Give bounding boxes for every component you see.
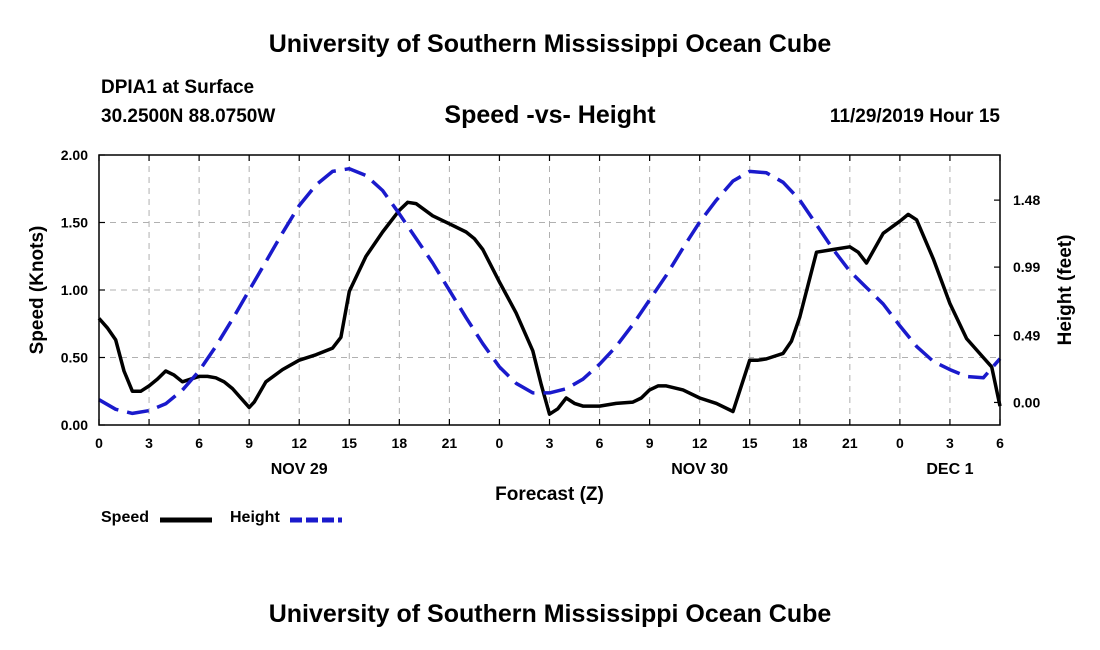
y2-tick-label: 0.00	[1013, 394, 1040, 410]
x-tick-label: 21	[842, 435, 858, 451]
y-tick-label: 1.00	[61, 282, 88, 298]
x-tick-label: 12	[692, 435, 708, 451]
x-axis-title: Forecast (Z)	[495, 484, 604, 505]
x-tick-label: 3	[546, 435, 554, 451]
x-tick-label: 6	[596, 435, 604, 451]
x-tick-label: 3	[145, 435, 153, 451]
x-tick-label: 12	[291, 435, 307, 451]
y2-tick-label: 0.49	[1013, 327, 1040, 343]
x-tick-label: 6	[996, 435, 1004, 451]
x-tick-label: 0	[496, 435, 504, 451]
grid	[99, 155, 1000, 425]
x-tick-label: 6	[195, 435, 203, 451]
forecast-datetime: 11/29/2019 Hour 15	[829, 106, 1000, 127]
series-line-speed	[97, 200, 1002, 416]
x-tick-label: 18	[792, 435, 808, 451]
x-tick-label: 9	[245, 435, 253, 451]
date-label: NOV 29	[271, 461, 328, 478]
y-tick-label: 0.00	[61, 417, 88, 433]
station-coordinates: 30.2500N 88.0750W	[101, 106, 276, 127]
bottom-title: University of Southern Mississippi Ocean…	[268, 600, 832, 628]
x-tick-label: 9	[646, 435, 654, 451]
top-title: University of Southern Mississippi Ocean…	[268, 30, 832, 58]
x-tick-label: 3	[946, 435, 954, 451]
series-line-height	[98, 166, 1002, 416]
chart-title: Speed -vs- Height	[444, 101, 656, 129]
x-tick-label: 0	[896, 435, 904, 451]
x-tick-label: 18	[392, 435, 408, 451]
y-tick-label: 1.50	[61, 215, 88, 231]
y-tick-label: 2.00	[61, 147, 88, 163]
date-label: NOV 30	[671, 461, 728, 478]
date-label: DEC 1	[926, 461, 973, 478]
x-tick-label: 15	[742, 435, 758, 451]
legend-height-label: Height	[230, 509, 280, 526]
ticks: 0 3 6 9 12 15 18 21 0 3 6 9 12 15 18 21 0 3 6 0.00 0.50 1.00 1…	[27, 147, 1076, 505]
x-tick-label: 21	[442, 435, 458, 451]
y2-tick-label: 0.99	[1013, 259, 1040, 275]
y-tick-label: 0.50	[61, 350, 88, 366]
station-name: DPIA1 at Surface	[101, 77, 255, 98]
x-tick-label: 15	[341, 435, 357, 451]
legend-speed-label: Speed	[101, 509, 150, 526]
series-layer	[97, 166, 1002, 416]
y2-axis-title: Height (feet)	[1055, 235, 1076, 346]
y-axis-title: Speed (Knots)	[27, 226, 48, 355]
x-tick-label: 0	[95, 435, 103, 451]
y2-tick-label: 1.48	[1013, 192, 1040, 208]
